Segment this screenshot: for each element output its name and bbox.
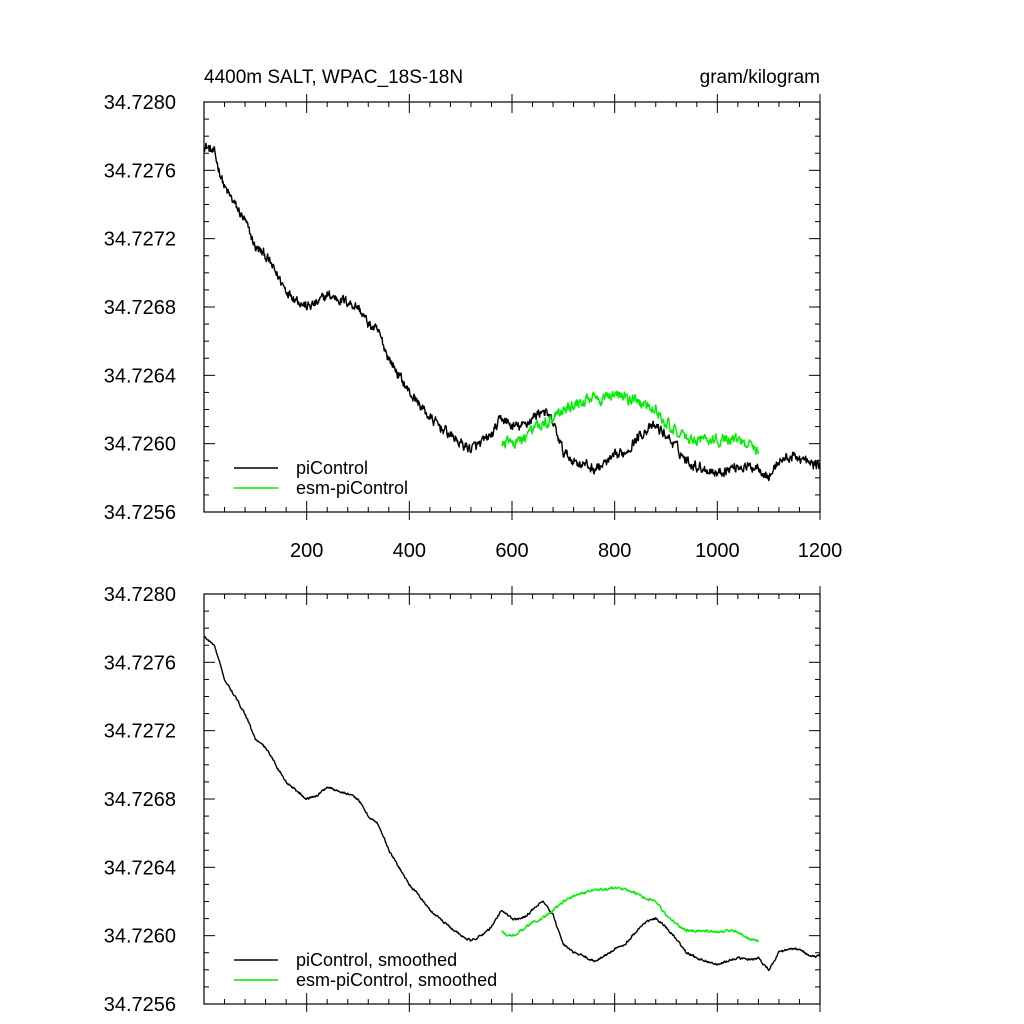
series-line-esm-picontrol: [501, 886, 760, 943]
y-tick-label: 34.7280: [104, 584, 176, 606]
legend-label: esm-piControl, smoothed: [296, 970, 497, 990]
y-tick-label: 34.7276: [104, 652, 176, 674]
chart-title: 4400m SALT, WPAC_18S-18N: [204, 67, 463, 88]
y-tick-label: 34.7268: [104, 297, 176, 319]
plot-frame: [203, 101, 821, 513]
legend-label: esm-piControl: [296, 478, 408, 498]
series-line-picontrol: [203, 142, 821, 482]
y-tick-label: 34.7280: [104, 92, 176, 114]
units-label: gram/kilogram: [700, 67, 820, 88]
y-tick-label: 34.7268: [104, 789, 176, 811]
top-panel: 200 400 600 800 1000 1200 34.7256 34.7260 34.726…: [104, 92, 843, 562]
y-tick-label: 34.7260: [104, 434, 176, 456]
x-tick-label: 400: [393, 540, 426, 562]
y-tick-label: 34.7272: [104, 721, 176, 743]
y-tick-label: 34.7260: [104, 926, 176, 948]
x-tick-label: 600: [495, 540, 528, 562]
x-tick-label: 1200: [798, 540, 843, 562]
y-tick-label: 34.7256: [104, 502, 176, 524]
bottom-panel: 34.7256 34.7260 34.7264 34.7268 34.7272 34.72…: [104, 584, 821, 1016]
series-line-esm-picontrol: [501, 390, 760, 456]
y-tick-label: 34.7276: [104, 160, 176, 182]
series-line-picontrol: [203, 635, 821, 972]
y-tick-label: 34.7256: [104, 994, 176, 1016]
y-tick-label: 34.7264: [104, 857, 176, 879]
plot-frame: [203, 593, 821, 1005]
legend-label: piControl, smoothed: [296, 950, 457, 970]
x-tick-label: 200: [290, 540, 323, 562]
x-tick-label: 800: [598, 540, 631, 562]
x-tick-label: 1000: [695, 540, 740, 562]
legend-label: piControl: [296, 458, 368, 478]
y-tick-label: 34.7264: [104, 365, 176, 387]
y-tick-label: 34.7272: [104, 229, 176, 251]
